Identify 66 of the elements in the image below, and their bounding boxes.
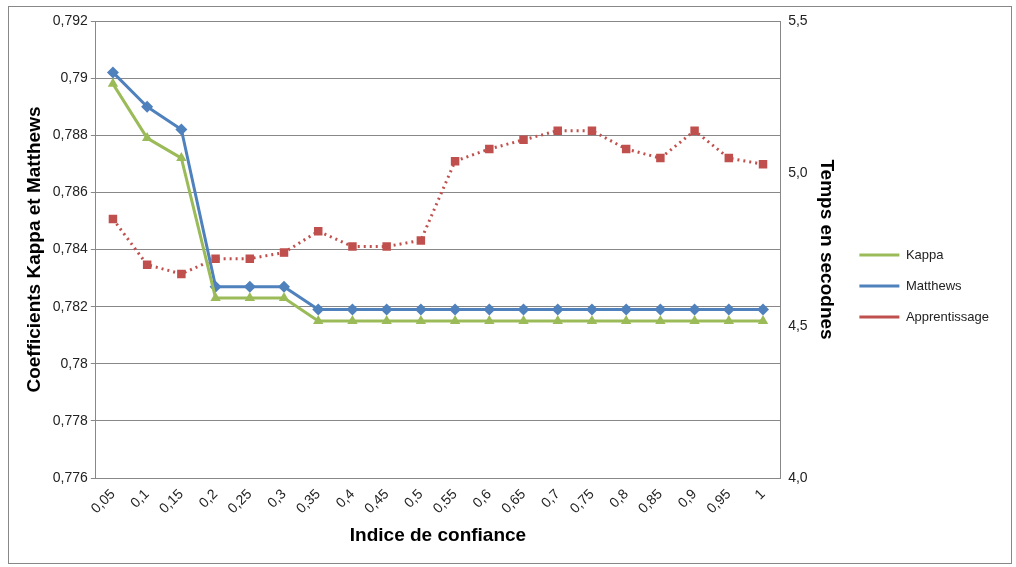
- point: [757, 314, 769, 324]
- point: [141, 100, 154, 113]
- point: [586, 314, 598, 324]
- point: [689, 314, 700, 324]
- point: [210, 292, 221, 302]
- point: [175, 123, 188, 136]
- point: [552, 314, 563, 324]
- x-tick-label: 0,7: [537, 485, 563, 511]
- x-tick-label: 0,6: [469, 485, 495, 511]
- y-tick-label: 0,778: [52, 411, 89, 428]
- point: [656, 153, 665, 163]
- point: [587, 126, 597, 135]
- x-tick-label: 0,2: [195, 485, 221, 511]
- point: [518, 314, 529, 324]
- point: [690, 126, 699, 135]
- point: [279, 248, 289, 257]
- x-tick-label: 0,5: [400, 485, 426, 511]
- y-tick-label: 0,782: [52, 297, 89, 314]
- point: [449, 314, 461, 324]
- point: [107, 77, 119, 87]
- y-tick-label: 0,786: [52, 183, 89, 200]
- point: [211, 254, 220, 263]
- point: [723, 314, 734, 324]
- y2-tick-label: 4,5: [788, 316, 808, 333]
- point: [381, 314, 392, 324]
- x-tick-label: 0,8: [605, 485, 632, 511]
- point: [485, 144, 494, 154]
- y-tick-label: 0,788: [52, 126, 89, 143]
- point: [245, 254, 255, 263]
- y-tick-label: 0,784: [52, 240, 89, 257]
- y-tick-label: 0,78: [60, 354, 89, 371]
- point: [348, 242, 357, 251]
- point: [382, 242, 391, 251]
- y-axis-title: Coefficients Kappa et Matthews: [22, 106, 44, 393]
- point: [176, 152, 187, 162]
- point: [553, 126, 562, 135]
- y-tick-label: 0,79: [60, 68, 89, 85]
- y2-tick-label: 5,0: [788, 164, 808, 181]
- legend-label: Kappa: [905, 246, 945, 262]
- y2-tick-label: 4,0: [788, 468, 808, 485]
- legend-label: Apprentissage: [905, 308, 990, 324]
- point: [347, 314, 358, 324]
- point: [106, 66, 119, 79]
- point: [519, 135, 528, 145]
- y2-tick-label: 5,5: [788, 11, 808, 28]
- point: [177, 269, 186, 279]
- point: [313, 314, 324, 324]
- x-tick-label: 0,9: [674, 485, 700, 511]
- point: [278, 292, 290, 302]
- y2-axis-title: Temps en secodnes: [816, 159, 838, 340]
- point: [244, 292, 255, 302]
- point: [757, 303, 770, 316]
- legend-label: Matthews: [905, 277, 963, 293]
- point: [416, 236, 426, 245]
- point: [484, 314, 495, 324]
- x-tick-label: 0,1: [126, 485, 153, 511]
- x-tick-label: 1: [751, 485, 769, 503]
- x-tick-label: 0,3: [263, 485, 290, 511]
- point: [620, 314, 632, 324]
- y-tick-label: 0,792: [52, 11, 89, 28]
- point: [655, 314, 666, 324]
- x-axis-title: Indice de confiance: [349, 523, 527, 545]
- y-tick-label: 0,776: [52, 468, 89, 485]
- x-tick-label: 0,4: [332, 485, 358, 511]
- point: [415, 314, 427, 324]
- point: [278, 280, 291, 293]
